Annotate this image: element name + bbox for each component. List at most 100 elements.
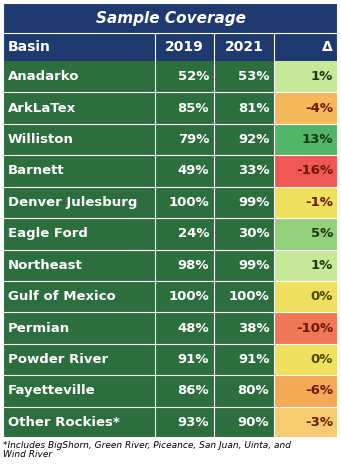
Text: 53%: 53% (238, 70, 269, 83)
Bar (214, 375, 275, 406)
Bar (275, 312, 338, 344)
Text: 100%: 100% (168, 196, 209, 209)
Text: 2021: 2021 (225, 40, 264, 54)
Text: Fayetteville: Fayetteville (8, 384, 95, 398)
Bar (214, 33, 275, 61)
Bar (3, 3, 338, 33)
Text: Δ: Δ (322, 40, 333, 54)
Text: 99%: 99% (238, 259, 269, 272)
Text: 81%: 81% (238, 102, 269, 114)
Bar (275, 250, 338, 281)
Text: 33%: 33% (238, 164, 269, 178)
Bar (275, 281, 338, 312)
Text: 13%: 13% (301, 133, 333, 146)
Text: 1%: 1% (311, 70, 333, 83)
Bar (3, 406, 155, 438)
Text: 38%: 38% (238, 322, 269, 334)
Bar (155, 124, 214, 155)
Text: Eagle Ford: Eagle Ford (8, 227, 88, 240)
Text: Basin: Basin (8, 40, 51, 54)
Text: -1%: -1% (305, 196, 333, 209)
Bar (214, 281, 275, 312)
Text: 90%: 90% (238, 416, 269, 429)
Bar (3, 124, 155, 155)
Bar (214, 406, 275, 438)
Text: 2019: 2019 (165, 40, 204, 54)
Text: 24%: 24% (178, 227, 209, 240)
Bar (155, 375, 214, 406)
Text: Other Rockies*: Other Rockies* (8, 416, 120, 429)
Text: 100%: 100% (168, 290, 209, 303)
Bar (155, 155, 214, 187)
Bar (155, 250, 214, 281)
Text: 92%: 92% (238, 133, 269, 146)
Bar (155, 92, 214, 124)
Bar (3, 61, 155, 92)
Text: 91%: 91% (238, 353, 269, 366)
Text: -6%: -6% (305, 384, 333, 398)
Text: Permian: Permian (8, 322, 70, 334)
Bar (214, 124, 275, 155)
Text: 80%: 80% (238, 384, 269, 398)
Text: Gulf of Mexico: Gulf of Mexico (8, 290, 116, 303)
Bar (275, 92, 338, 124)
Text: 52%: 52% (178, 70, 209, 83)
Text: 1%: 1% (311, 259, 333, 272)
Text: Wind River: Wind River (3, 450, 52, 459)
Bar (214, 187, 275, 218)
Text: -3%: -3% (305, 416, 333, 429)
Text: 85%: 85% (178, 102, 209, 114)
Bar (3, 92, 155, 124)
Text: 79%: 79% (178, 133, 209, 146)
Text: 30%: 30% (238, 227, 269, 240)
Bar (275, 33, 338, 61)
Bar (275, 61, 338, 92)
Text: 86%: 86% (177, 384, 209, 398)
Bar (275, 218, 338, 250)
Bar (275, 155, 338, 187)
Bar (214, 312, 275, 344)
Bar (3, 312, 155, 344)
Bar (3, 250, 155, 281)
Text: 0%: 0% (311, 353, 333, 366)
Bar (275, 124, 338, 155)
Bar (3, 33, 155, 61)
Text: 93%: 93% (178, 416, 209, 429)
Bar (214, 92, 275, 124)
Bar (275, 406, 338, 438)
Text: -16%: -16% (296, 164, 333, 178)
Text: ArkLaTex: ArkLaTex (8, 102, 76, 114)
Bar (155, 218, 214, 250)
Bar (214, 250, 275, 281)
Text: 100%: 100% (228, 290, 269, 303)
Bar (3, 218, 155, 250)
Bar (155, 344, 214, 375)
Text: 0%: 0% (311, 290, 333, 303)
Bar (275, 344, 338, 375)
Text: -4%: -4% (305, 102, 333, 114)
Text: 91%: 91% (178, 353, 209, 366)
Text: Northeast: Northeast (8, 259, 83, 272)
Bar (3, 375, 155, 406)
Text: 48%: 48% (177, 322, 209, 334)
Bar (155, 281, 214, 312)
Bar (214, 344, 275, 375)
Bar (275, 375, 338, 406)
Text: Denver Julesburg: Denver Julesburg (8, 196, 137, 209)
Bar (214, 61, 275, 92)
Text: 49%: 49% (178, 164, 209, 178)
Text: Anadarko: Anadarko (8, 70, 79, 83)
Text: 99%: 99% (238, 196, 269, 209)
Bar (3, 281, 155, 312)
Bar (155, 61, 214, 92)
Text: 98%: 98% (178, 259, 209, 272)
Text: Sample Coverage: Sample Coverage (95, 10, 246, 25)
Bar (155, 33, 214, 61)
Bar (3, 344, 155, 375)
Bar (155, 187, 214, 218)
Text: 5%: 5% (311, 227, 333, 240)
Bar (155, 406, 214, 438)
Text: Barnett: Barnett (8, 164, 65, 178)
Text: Williston: Williston (8, 133, 74, 146)
Text: *Includes BigShorn, Green River, Piceance, San Juan, Uinta, and: *Includes BigShorn, Green River, Piceanc… (3, 441, 291, 450)
